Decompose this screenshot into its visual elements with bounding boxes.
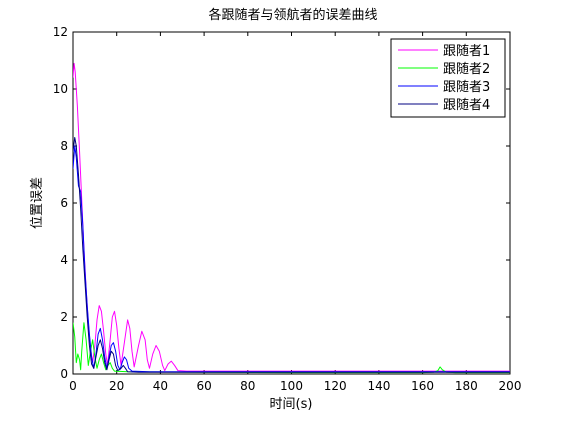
y-axis-label: 位置误差 [30,177,45,229]
y-tick-label: 10 [53,82,68,96]
x-tick-label: 0 [69,379,77,393]
x-axis-label: 时间(s) [270,397,313,412]
y-tick-label: 12 [53,25,68,39]
series-line-3 [73,145,510,373]
x-tick-label: 60 [196,379,211,393]
chart-title: 各跟随者与领航者的误差曲线 [208,7,377,23]
series-line-4 [73,136,510,373]
x-tick-label: 200 [499,379,522,393]
x-tick-label: 20 [109,379,124,393]
legend-label-2: 跟随者2 [443,62,490,77]
y-tick-label: 8 [60,139,68,153]
legend: 跟随者1 跟随者2 跟随者3 跟随者4 [390,38,506,118]
legend-label-4: 跟随者4 [443,98,490,113]
legend-label-1: 跟随者1 [443,44,490,59]
legend-label-3: 跟随者3 [443,80,490,95]
y-tick-label: 4 [60,253,68,267]
y-tick-label: 2 [60,310,68,324]
x-tick-label: 120 [324,379,347,393]
x-tick-label: 40 [153,379,168,393]
x-tick-label: 80 [240,379,255,393]
x-tick-label: 160 [411,379,434,393]
series-layer [73,62,510,374]
x-tick-label: 180 [455,379,478,393]
y-tick-label: 6 [60,196,68,210]
y-tick-label: 0 [60,367,68,381]
axis-ticks: 0 20 40 60 80 100 120 140 160 180 200 0 2 4 6 8 10 12 [53,25,522,393]
x-tick-label: 140 [367,379,390,393]
x-tick-label: 100 [280,379,303,393]
